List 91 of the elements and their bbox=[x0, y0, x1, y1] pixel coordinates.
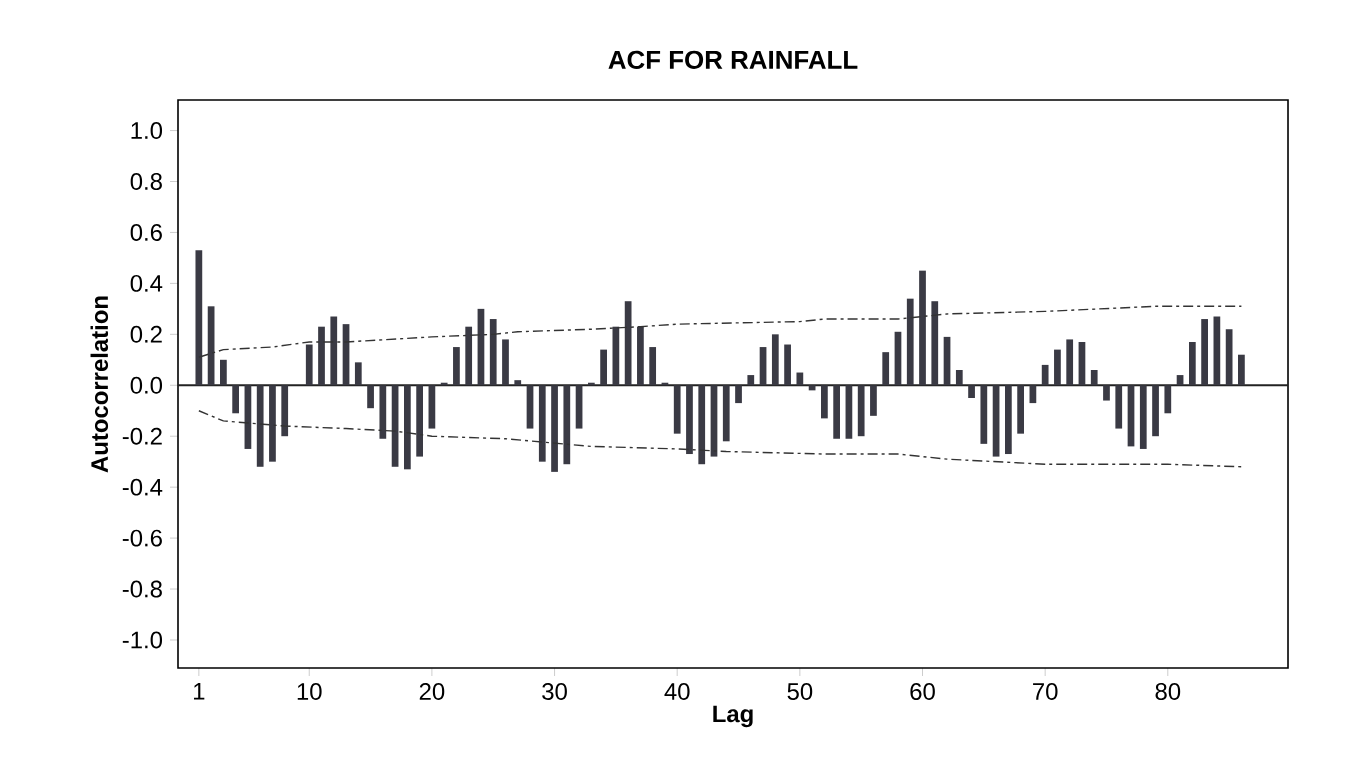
x-tick-label: 1 bbox=[194, 683, 205, 700]
x-tick-label: 70 bbox=[1033, 683, 1058, 700]
bar bbox=[747, 375, 755, 386]
bar bbox=[563, 385, 571, 465]
bar bbox=[698, 385, 706, 465]
bar bbox=[318, 326, 325, 386]
y-tick-label: 0.0 bbox=[130, 376, 163, 394]
bar bbox=[281, 385, 289, 437]
bar bbox=[502, 339, 509, 386]
bar bbox=[428, 385, 436, 429]
y-tick-label: -0.8 bbox=[122, 580, 162, 598]
bar bbox=[845, 385, 853, 439]
bar bbox=[771, 334, 779, 386]
bar bbox=[416, 385, 423, 457]
bar bbox=[722, 385, 730, 442]
bar bbox=[551, 385, 558, 472]
bar bbox=[575, 385, 583, 429]
bar bbox=[857, 385, 865, 437]
bar bbox=[1054, 349, 1061, 386]
bar bbox=[919, 270, 926, 386]
bar bbox=[526, 385, 534, 429]
y-tick-label: 0.2 bbox=[130, 325, 162, 343]
bar bbox=[906, 298, 914, 386]
x-tick-label: 30 bbox=[542, 683, 567, 700]
x-tick-label: 80 bbox=[1155, 683, 1181, 700]
x-tick-label: 20 bbox=[419, 683, 445, 700]
bar bbox=[1115, 385, 1123, 429]
chart-title: ACF FOR RAINFALL bbox=[608, 50, 858, 69]
bar bbox=[1188, 341, 1196, 386]
bar bbox=[305, 344, 313, 386]
bar bbox=[821, 385, 828, 419]
x-tick-label: 50 bbox=[787, 683, 813, 700]
x-tick-label: 10 bbox=[297, 683, 322, 700]
bar bbox=[673, 385, 681, 434]
x-tick-label: 40 bbox=[664, 683, 690, 700]
y-tick-label: -1.0 bbox=[122, 631, 163, 649]
bar bbox=[1017, 385, 1024, 434]
bar bbox=[256, 385, 264, 467]
bar bbox=[882, 352, 890, 386]
bar bbox=[833, 385, 841, 439]
bar bbox=[403, 385, 411, 470]
bar bbox=[379, 385, 387, 439]
bar bbox=[1066, 339, 1074, 386]
y-tick-label: -0.4 bbox=[122, 478, 163, 496]
bar bbox=[600, 349, 607, 386]
bar bbox=[220, 359, 227, 386]
bar bbox=[931, 301, 939, 386]
bar bbox=[195, 250, 203, 386]
bar bbox=[1041, 364, 1049, 386]
bar bbox=[1029, 385, 1037, 404]
bar bbox=[637, 326, 644, 386]
y-tick-label: 0.6 bbox=[130, 223, 162, 241]
bar bbox=[269, 385, 276, 462]
bar bbox=[1152, 385, 1159, 437]
y-axis-title: Autocorrelation bbox=[90, 296, 109, 473]
bar bbox=[955, 369, 963, 386]
bar bbox=[330, 316, 338, 386]
bar bbox=[980, 385, 988, 444]
y-tick-label: 0.8 bbox=[130, 173, 162, 190]
bar bbox=[735, 385, 742, 404]
bar bbox=[649, 347, 657, 386]
bar bbox=[870, 385, 877, 416]
bar bbox=[796, 372, 804, 386]
bar bbox=[1201, 319, 1208, 386]
y-tick-label: -0.6 bbox=[122, 529, 162, 547]
bar bbox=[1004, 385, 1012, 455]
bar bbox=[453, 347, 460, 386]
bar bbox=[686, 385, 693, 455]
bar bbox=[784, 344, 791, 386]
y-tick-label: 1.0 bbox=[131, 122, 163, 140]
bar bbox=[1238, 354, 1245, 386]
line-series bbox=[198, 305, 1243, 358]
bar bbox=[624, 301, 632, 386]
bar bbox=[514, 380, 522, 386]
bar bbox=[489, 319, 497, 386]
bar bbox=[1164, 385, 1172, 414]
bar bbox=[1139, 385, 1147, 449]
y-tick-label: 0.4 bbox=[130, 274, 163, 292]
bar bbox=[367, 385, 374, 409]
bar bbox=[1090, 369, 1098, 386]
x-axis-title: Lag bbox=[713, 705, 753, 728]
bar bbox=[538, 385, 546, 462]
bar bbox=[992, 385, 1000, 457]
y-tick-label: -0.2 bbox=[122, 427, 162, 445]
bar bbox=[465, 326, 473, 386]
bar bbox=[968, 385, 975, 399]
bar bbox=[354, 362, 362, 386]
bar bbox=[232, 385, 240, 414]
bar bbox=[1103, 385, 1110, 401]
bar bbox=[1225, 329, 1233, 386]
x-tick-label: 60 bbox=[910, 683, 935, 700]
